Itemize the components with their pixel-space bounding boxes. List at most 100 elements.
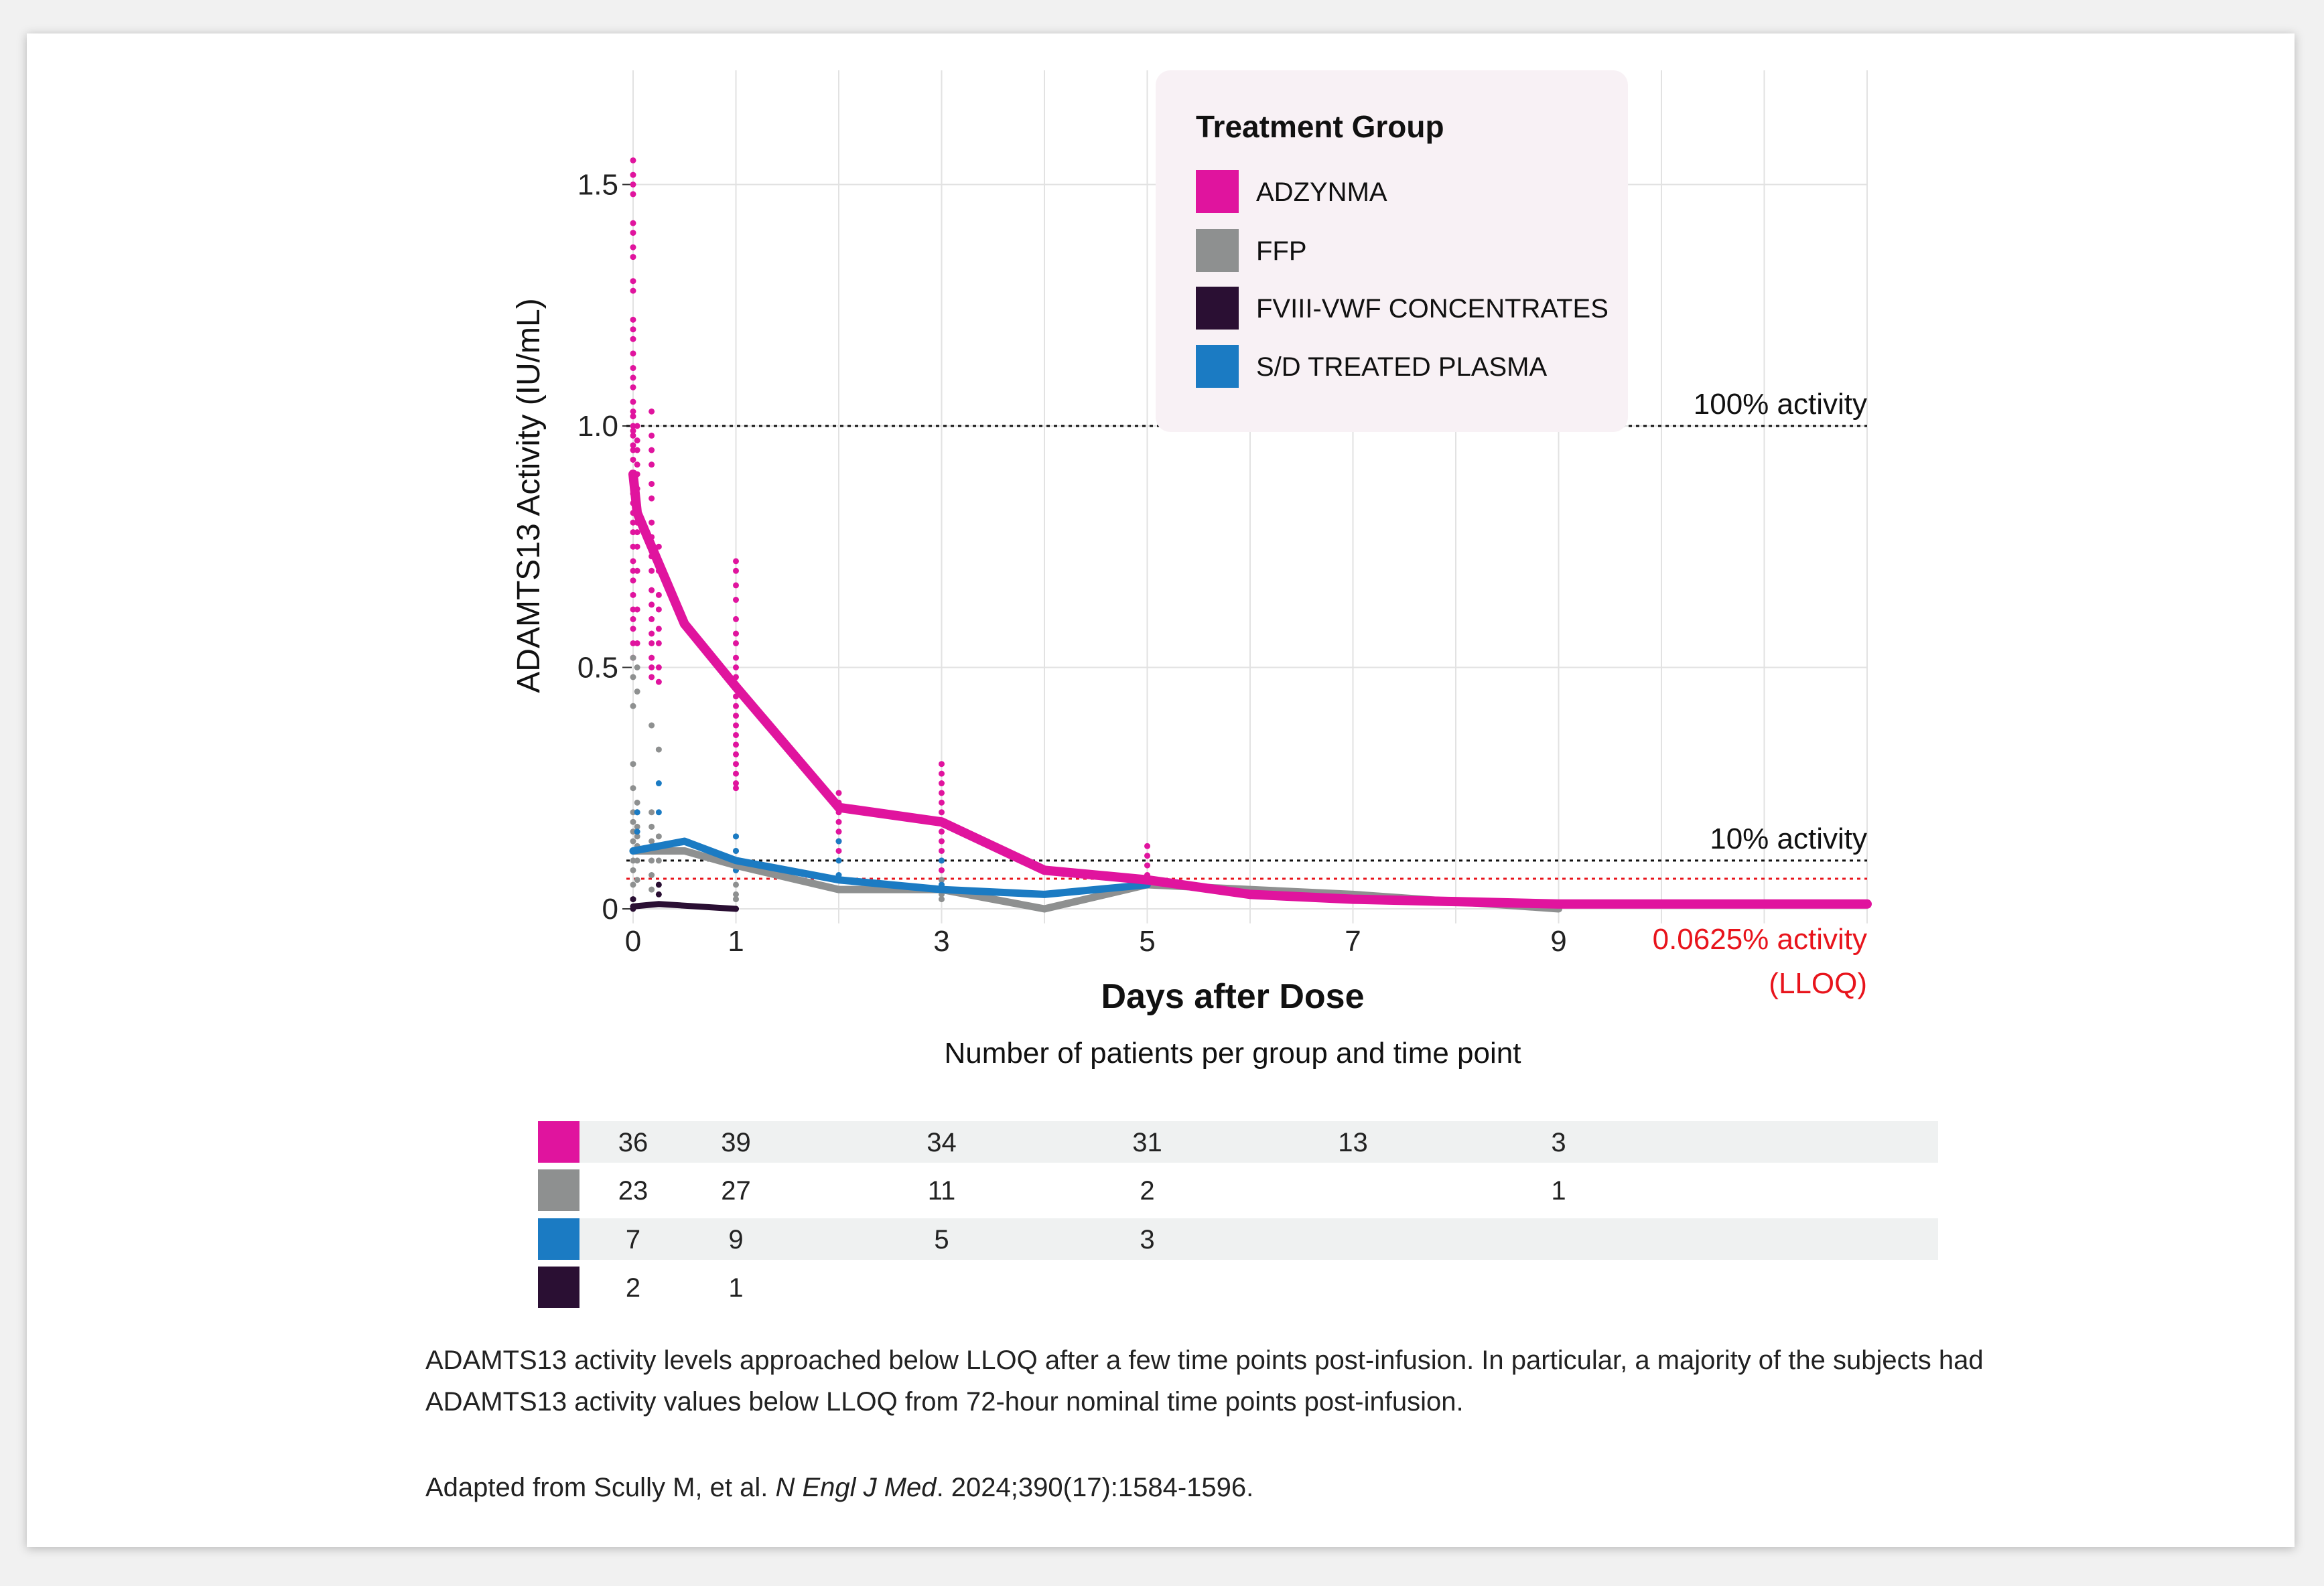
citation-suffix: . 2024;390(17):1584-1596.: [936, 1473, 1254, 1502]
scatter-point: [648, 886, 655, 893]
scatter-point: [939, 838, 945, 845]
citation-journal: N Engl J Med: [775, 1473, 937, 1502]
scatter-point: [835, 818, 842, 825]
scatter-point: [630, 336, 636, 342]
scatter-point: [634, 640, 640, 646]
scatter-point: [634, 833, 640, 840]
scatter-point: [733, 713, 739, 719]
scatter-point: [634, 877, 640, 883]
scatter-point: [630, 881, 636, 888]
x-tick-label: 0: [625, 925, 641, 958]
table-cell: 27: [721, 1176, 751, 1206]
scatter-point: [630, 456, 636, 463]
scatter-point: [634, 857, 640, 864]
scatter-point: [733, 770, 739, 777]
scatter-point: [733, 785, 739, 792]
scatter-point: [835, 847, 842, 854]
scatter-point: [648, 722, 655, 729]
legend-swatch: [1196, 345, 1239, 388]
scatter-point: [733, 640, 739, 646]
scatter-point: [630, 896, 636, 903]
scatter-point: [648, 872, 655, 879]
scatter-point: [835, 857, 842, 864]
scatter-point: [939, 896, 945, 903]
scatter-point: [648, 809, 655, 816]
reference-line-label: (LLOQ): [1769, 967, 1867, 1000]
table-cell: 23: [618, 1176, 648, 1206]
scatter-point: [655, 678, 662, 685]
scatter-point: [630, 785, 636, 792]
scatter-point: [655, 833, 662, 840]
scatter-point: [655, 640, 662, 646]
scatter-point: [634, 529, 640, 536]
table-cell: 13: [1338, 1128, 1368, 1157]
scatter-point: [630, 427, 636, 434]
y-axis-title: ADAMTS13 Activity (IU/mL): [511, 298, 547, 693]
scatter-point: [634, 689, 640, 695]
scatter-point: [648, 408, 655, 415]
scatter-point: [733, 703, 739, 709]
table-cell: 2: [626, 1273, 640, 1303]
scatter-point: [630, 399, 636, 405]
scatter-point: [630, 220, 636, 226]
scatter-point: [733, 761, 739, 768]
scatter-point: [655, 664, 662, 670]
scatter-point: [655, 626, 662, 632]
scatter-point: [733, 558, 739, 565]
scatter-point: [655, 891, 662, 897]
x-tick-label: 9: [1550, 925, 1566, 958]
legend-box: [1156, 70, 1628, 432]
legend-swatch: [1196, 287, 1239, 330]
scatter-point: [939, 847, 945, 854]
scatter-point: [835, 828, 842, 835]
scatter-point: [733, 567, 739, 574]
table-cell: 31: [1132, 1128, 1162, 1157]
table-row-swatch: [538, 1121, 579, 1163]
scatter-point: [733, 616, 739, 622]
scatter-point: [648, 601, 655, 608]
scatter-point: [634, 461, 640, 468]
scatter-point: [630, 838, 636, 845]
scatter-point: [733, 891, 739, 897]
series-line: [630, 901, 739, 912]
table-cell: 2: [1140, 1176, 1154, 1206]
scatter-point: [630, 287, 636, 294]
table-cell: 11: [928, 1176, 956, 1206]
scatter-point: [939, 770, 945, 777]
scatter-point: [733, 741, 739, 748]
scatter-point: [648, 567, 655, 574]
scatter-point: [648, 640, 655, 646]
scatter-point: [634, 543, 640, 550]
table-cell: 36: [618, 1128, 648, 1157]
scatter-point: [733, 630, 739, 637]
x-axis-title: Days after Dose: [1101, 977, 1364, 1016]
scatter-point: [648, 857, 655, 864]
scatter-point: [634, 799, 640, 806]
table-cell: 1: [728, 1273, 743, 1303]
series-line: [629, 837, 1151, 898]
scatter-point: [655, 746, 662, 753]
scatter-point: [655, 881, 662, 888]
scatter-point: [733, 722, 739, 729]
scatter-point: [630, 254, 636, 261]
scatter-point: [648, 654, 655, 661]
scatter-point: [634, 606, 640, 613]
scatter-point: [1144, 862, 1150, 869]
scatter-point: [648, 447, 655, 453]
scatter-point: [634, 423, 640, 429]
scatter-point: [634, 809, 640, 816]
scatter-point: [648, 461, 655, 468]
scatter-point: [733, 664, 739, 670]
scatter-point: [630, 157, 636, 163]
scatter-point: [630, 182, 636, 188]
reference-line-label: 100% activity: [1694, 388, 1867, 421]
scatter-point: [630, 230, 636, 236]
citation: Adapted from Scully M, et al. N Engl J M…: [425, 1467, 2033, 1508]
scatter-point: [655, 857, 662, 864]
patient-table-title: Number of patients per group and time po…: [945, 1037, 1521, 1070]
legend-swatch: [1196, 170, 1239, 213]
y-tick-label: 1.0: [577, 410, 618, 443]
scatter-point: [630, 408, 636, 415]
scatter-point: [634, 567, 640, 574]
